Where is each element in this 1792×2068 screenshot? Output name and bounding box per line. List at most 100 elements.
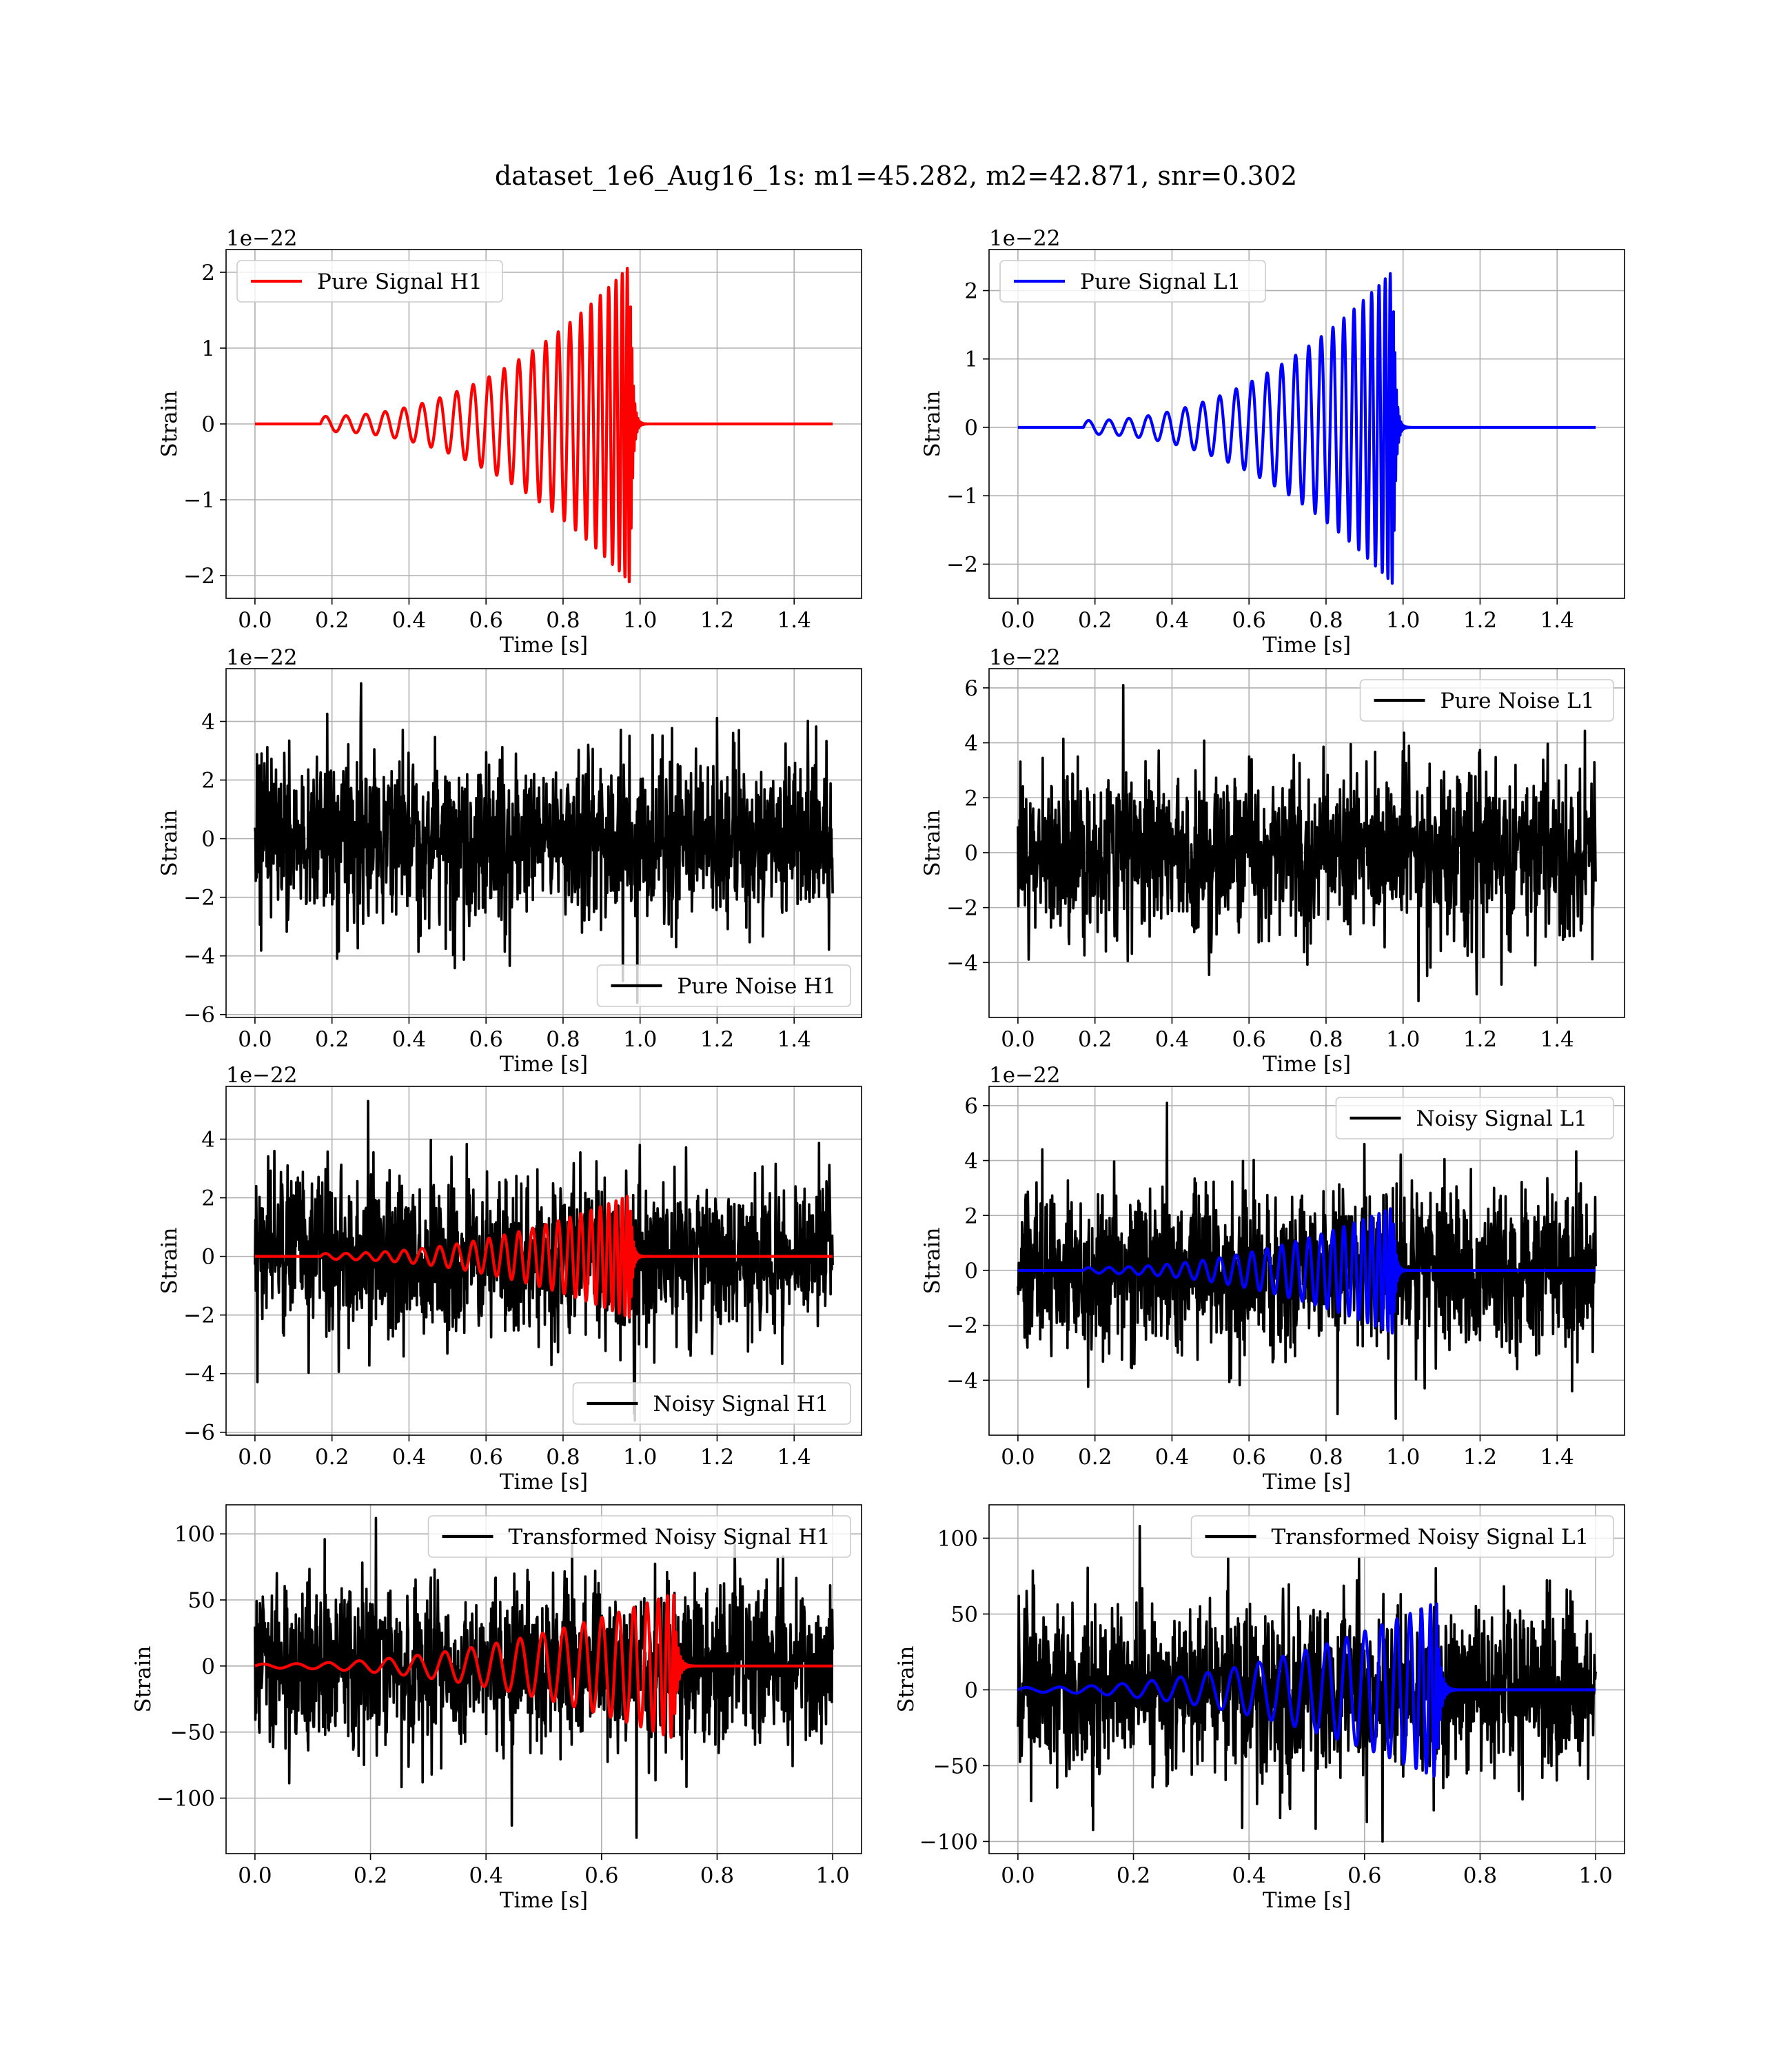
y-tick-label: 2 [964, 1204, 978, 1228]
legend-label: Transformed Noisy Signal L1 [1272, 1525, 1589, 1550]
x-tick-label: 1.0 [1578, 1863, 1612, 1888]
x-tick-label: 0.0 [1001, 1027, 1035, 1052]
x-tick-label: 0.0 [1001, 1863, 1035, 1888]
x-tick-label: 1.2 [700, 608, 734, 633]
y-axis-label: Strain [157, 810, 182, 877]
legend-box [596, 964, 851, 1007]
axes-frame [988, 249, 1625, 599]
x-axis-label: Time [s] [1263, 1470, 1351, 1494]
y-tick-label: −50 [933, 1754, 978, 1778]
x-tick-label: 0.8 [1309, 1445, 1343, 1470]
plot-area [1017, 272, 1597, 585]
y-tick-label: −100 [919, 1829, 978, 1854]
y-tick-label: 0 [964, 416, 978, 440]
y-tick-label: −2 [946, 552, 978, 577]
plot-area [254, 267, 834, 584]
y-offset-label: 1e−22 [989, 645, 1061, 670]
x-tick-label: 0.2 [354, 1863, 387, 1888]
x-tick-label: 0.6 [584, 1863, 618, 1888]
y-offset-label: 1e−22 [226, 226, 298, 251]
subplot-transformed-noisy-signal-h1: 0.0 0.2 0.4 0.6 0.8 1.0 −100 −50 0 50 100 Time [s] S… [131, 1504, 862, 1913]
plot-area [1017, 684, 1597, 1002]
legend: Pure Noise L1 [1359, 679, 1614, 722]
subplot-noisy-signal-l1: 0.0 0.2 0.4 0.6 0.8 1.0 1.2 1.4 −4 −2 0 2 4 6 Time [s]… [920, 1063, 1625, 1494]
series-line-signal [254, 267, 834, 584]
x-tick-label: 1.4 [1540, 608, 1574, 633]
y-axis-label: Strain [920, 1228, 945, 1295]
x-tick-label: 0.4 [392, 608, 426, 633]
legend-label: Noisy Signal H1 [653, 1392, 829, 1417]
y-tick-label: 1 [964, 347, 978, 372]
x-tick-label: 0.8 [1309, 608, 1343, 633]
y-tick-label: −1 [946, 484, 978, 509]
subplot-pure-noise-h1: 0.0 0.2 0.4 0.6 0.8 1.0 1.2 1.4 −6 −4 −2 0 2 4 Time [s… [157, 645, 862, 1077]
grid [989, 250, 1625, 598]
x-axis-label: Time [s] [500, 633, 588, 658]
plot-area [254, 1099, 834, 1422]
axes-frame [988, 1086, 1625, 1436]
x-tick-label: 0.8 [546, 608, 580, 633]
y-tick-label: −4 [946, 1368, 978, 1393]
y-tick-label: 0 [201, 412, 215, 437]
legend: Pure Signal H1 [236, 260, 503, 303]
x-tick-label: 1.2 [1463, 608, 1497, 633]
y-tick-label: −6 [183, 1421, 215, 1446]
y-tick-label: 100 [174, 1522, 215, 1547]
x-tick-label: 1.4 [777, 1445, 811, 1470]
y-tick-label: 0 [201, 1245, 215, 1270]
axes-frame [988, 668, 1625, 1018]
y-tick-label: −50 [170, 1721, 215, 1745]
x-tick-label: 0.2 [1117, 1863, 1150, 1888]
legend: Transformed Noisy Signal L1 [1190, 1515, 1614, 1558]
plot-area [1017, 1102, 1597, 1420]
x-tick-label: 0.6 [1232, 1445, 1266, 1470]
x-tick-label: 0.8 [546, 1445, 580, 1470]
y-tick-label: 6 [964, 1094, 978, 1119]
legend-label: Pure Noise H1 [678, 974, 836, 999]
axes-frame [988, 1504, 1625, 1854]
series-line-noise [254, 1517, 834, 1839]
y-tick-label: −1 [183, 488, 215, 513]
figure-suptitle: dataset_1e6_Aug16_1s: m1=45.282, m2=42.8… [495, 161, 1297, 192]
x-tick-label: 0.2 [1078, 1027, 1112, 1052]
x-tick-label: 0.2 [1078, 608, 1112, 633]
x-tick-label: 0.0 [1001, 608, 1035, 633]
y-axis-label: Strain [894, 1646, 919, 1713]
x-axis-label: Time [s] [500, 1888, 588, 1913]
y-axis-label: Strain [920, 391, 945, 458]
x-tick-label: 0.2 [315, 1027, 349, 1052]
x-tick-label: 1.2 [1463, 1445, 1497, 1470]
x-tick-label: 1.0 [1386, 1445, 1420, 1470]
y-axis-label: Strain [157, 1228, 182, 1295]
y-tick-label: 4 [201, 1128, 215, 1153]
x-tick-label: 0.4 [1155, 608, 1189, 633]
subplot-pure-noise-l1: 0.0 0.2 0.4 0.6 0.8 1.0 1.2 1.4 −4 −2 0 2 4 6 Time [s]… [920, 645, 1625, 1077]
y-tick-label: −2 [183, 564, 215, 589]
y-tick-label: 0 [964, 1259, 978, 1284]
y-tick-label: 2 [201, 769, 215, 793]
x-tick-label: 0.0 [238, 608, 272, 633]
y-offset-label: 1e−22 [989, 1063, 1061, 1088]
legend: Noisy Signal L1 [1335, 1097, 1614, 1139]
x-tick-label: 0.0 [238, 1863, 272, 1888]
y-tick-label: 4 [964, 731, 978, 756]
x-tick-label: 0.2 [315, 608, 349, 633]
x-tick-label: 0.0 [238, 1445, 272, 1470]
y-tick-label: 2 [964, 279, 978, 304]
series-line-signal [1017, 1207, 1597, 1335]
x-tick-label: 0.8 [700, 1863, 734, 1888]
y-axis-label: Strain [920, 810, 945, 877]
y-tick-label: −2 [183, 1304, 215, 1328]
y-tick-label: −2 [183, 886, 215, 911]
x-tick-label: 0.4 [392, 1445, 426, 1470]
y-offset-label: 1e−22 [226, 1063, 298, 1088]
series-line-noise [1017, 684, 1597, 1002]
y-axis-label: Strain [131, 1646, 156, 1713]
x-tick-label: 1.2 [700, 1027, 734, 1052]
subplot-pure-signal-l1: 0.0 0.2 0.4 0.6 0.8 1.0 1.2 1.4 −2 −1 0 1 2 Time [s] S… [920, 226, 1625, 658]
y-tick-label: 6 [964, 676, 978, 701]
x-tick-label: 1.0 [1386, 608, 1420, 633]
y-tick-label: −4 [183, 1362, 215, 1387]
x-tick-label: 0.8 [546, 1027, 580, 1052]
x-tick-label: 1.4 [1540, 1445, 1574, 1470]
